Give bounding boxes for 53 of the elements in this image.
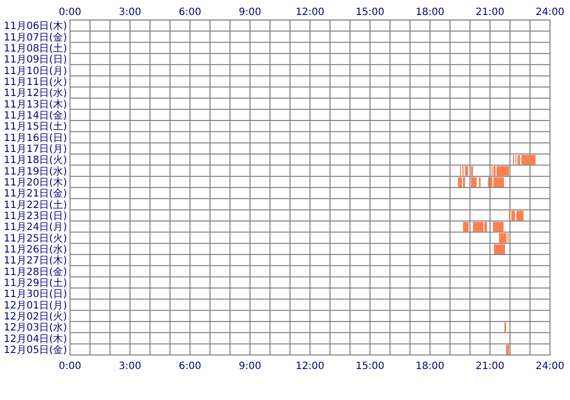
x-tick-label: 9:00	[238, 7, 262, 18]
x2-tick-label: 9:00	[238, 361, 262, 372]
y-tick-label: 11月21日(金)	[4, 188, 68, 200]
y-tick-label: 11月15日(土)	[4, 120, 68, 133]
x2-tick-label: 3:00	[118, 361, 142, 372]
x-tick-label: 18:00	[416, 7, 444, 18]
y-tick-label: 12月03日(水)	[4, 322, 68, 334]
y-tick-label: 11月25日(火)	[4, 232, 68, 244]
y-tick-label: 11月22日(土)	[4, 198, 68, 211]
x-tick-label: 6:00	[178, 7, 202, 18]
y-tick-label: 11月16日(日)	[4, 132, 68, 144]
x-tick-label: 3:00	[118, 7, 142, 18]
x2-tick-label: 18:00	[416, 361, 444, 372]
y-tick-label: 11月30日(日)	[4, 289, 68, 300]
bar	[465, 166, 468, 176]
y-tick-label: 11月19日(水)	[4, 165, 68, 178]
y-tick-label: 11月08日(土)	[4, 42, 68, 54]
y-tick-label: 12月04日(木)	[4, 332, 68, 345]
y-tick-label: 11月09日(日)	[4, 54, 68, 66]
y-tick-label: 11月28日(金)	[4, 266, 68, 278]
x-tick-label: 12:00	[296, 7, 324, 18]
y-tick-label: 11月24日(月)	[4, 222, 68, 234]
x2-tick-label: 21:00	[476, 361, 504, 372]
y-tick-label: 11月20日(木)	[4, 176, 68, 188]
x2-tick-label: 12:00	[296, 361, 324, 372]
y-tick-label: 11月27日(木)	[4, 254, 68, 267]
x-tick-label: 15:00	[356, 7, 384, 18]
y-tick-label: 11月18日(火)	[4, 154, 68, 166]
y-tick-label: 11月12日(水)	[4, 87, 68, 100]
y-tick-label: 11月14日(金)	[4, 109, 68, 122]
y-tick-label: 11月06日(木)	[4, 20, 68, 32]
y-tick-label: 11月13日(木)	[4, 98, 68, 110]
x2-tick-label: 15:00	[356, 361, 384, 372]
x-tick-label: 21:00	[476, 7, 504, 18]
x-tick-label: 24:00	[536, 7, 564, 18]
y-tick-label: 12月01日(月)	[4, 300, 68, 312]
y-tick-label: 11月17日(月)	[4, 144, 68, 155]
y-tick-label: 11月26日(水)	[4, 243, 68, 256]
x-tick-label: 0:00	[58, 7, 82, 18]
y-tick-label: 12月05日(金)	[4, 344, 68, 356]
bar	[473, 222, 484, 232]
bar	[463, 222, 469, 232]
y-tick-label: 12月02日(火)	[4, 310, 68, 322]
x2-tick-label: 24:00	[536, 361, 564, 372]
y-tick-label: 11月11日(火)	[4, 76, 68, 88]
y-tick-label: 11月29日(土)	[4, 276, 68, 289]
y-tick-label: 11月07日(金)	[4, 31, 68, 44]
y-tick-label: 11月23日(日)	[4, 210, 68, 222]
bar	[506, 344, 509, 354]
x2-tick-label: 6:00	[178, 361, 202, 372]
y-tick-label: 11月10日(月)	[4, 66, 68, 77]
bar	[521, 155, 536, 165]
x2-tick-label: 0:00	[58, 361, 82, 372]
